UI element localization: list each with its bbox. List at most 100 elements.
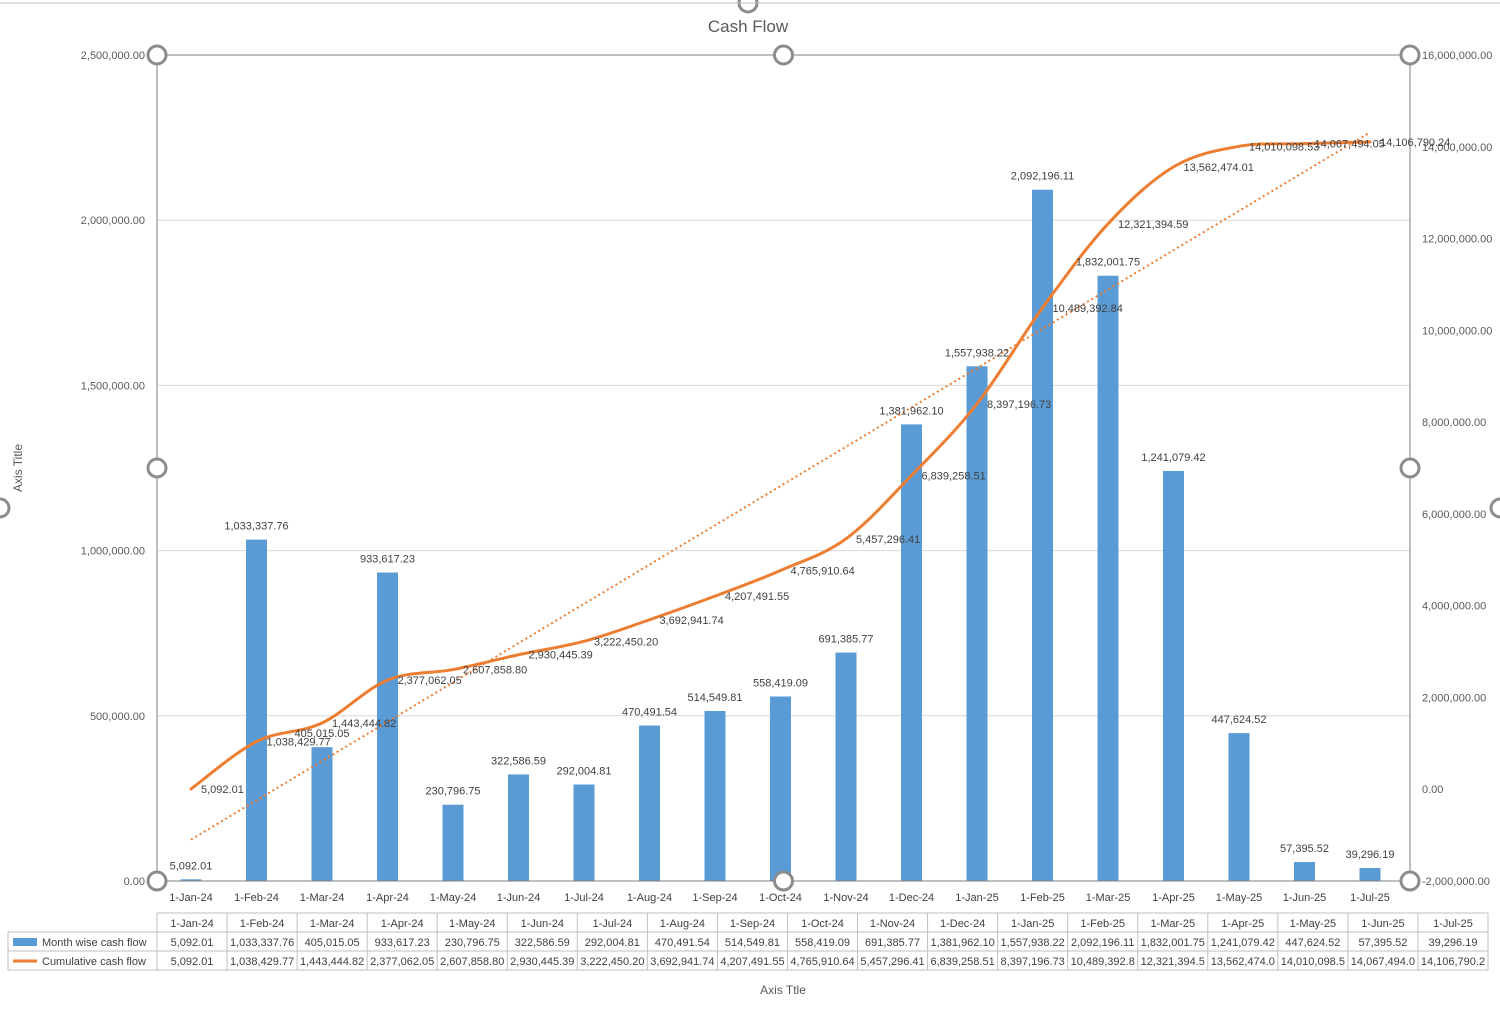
table-cell: 3,222,450.20 <box>580 956 644 968</box>
trendline <box>190 131 1371 841</box>
bar <box>1359 868 1381 881</box>
bar-data-label: 447,624.52 <box>1211 714 1266 726</box>
table-cell: 933,617.23 <box>375 937 430 949</box>
line-data-label: 8,397,196.73 <box>987 399 1051 411</box>
table-cell: 10,489,392.8 <box>1071 956 1135 968</box>
resize-handle[interactable] <box>1399 457 1421 479</box>
table-header-cell: 1-Nov-24 <box>870 918 915 930</box>
x-tick-label: 1-Apr-25 <box>1152 892 1195 904</box>
x-tick-label: 1-Sep-24 <box>692 892 737 904</box>
table-cell: 5,457,296.41 <box>860 956 924 968</box>
bar <box>1294 862 1315 881</box>
bar-data-label: 292,004.81 <box>556 766 611 778</box>
table-header-cell: 1-Oct-24 <box>801 918 844 930</box>
table-header-cell: 1-May-25 <box>1290 918 1336 930</box>
y2-tick-label: 0.00 <box>1422 784 1443 796</box>
resize-handle[interactable] <box>1399 44 1421 66</box>
line-data-label: 14,010,098.53 <box>1249 141 1319 153</box>
x-tick-label: 1-Feb-24 <box>234 892 279 904</box>
table-header-cell: 1-Jan-24 <box>170 918 213 930</box>
bar <box>770 696 791 881</box>
table-cell: 5,092.01 <box>171 937 214 949</box>
resize-handle[interactable] <box>1489 497 1500 519</box>
table-header-cell: 1-Jun-25 <box>1361 918 1404 930</box>
line-data-label: 6,839,258.51 <box>922 470 986 482</box>
table-cell: 5,092.01 <box>171 956 214 968</box>
table-cell: 4,765,910.64 <box>790 956 854 968</box>
bar-data-label: 322,586.59 <box>491 755 546 767</box>
bar <box>1163 470 1184 881</box>
resize-handle[interactable] <box>146 44 168 66</box>
x-tick-label: 1-Jul-24 <box>564 892 604 904</box>
legend-key-bar <box>13 938 37 946</box>
resize-handle[interactable] <box>0 497 11 519</box>
y-tick-label: 2,500,000.00 <box>81 50 145 62</box>
table-cell: 691,385.77 <box>865 937 920 949</box>
y2-tick-label: 16,000,000.00 <box>1422 50 1492 62</box>
bar <box>1228 733 1250 881</box>
y2-tick-label: 10,000,000.00 <box>1422 325 1492 337</box>
table-cell: 14,010,098.5 <box>1281 956 1345 968</box>
line-data-label: 2,930,445.39 <box>529 650 593 662</box>
table-header-cell: 1-Apr-25 <box>1221 918 1264 930</box>
bar-data-label: 470,491.54 <box>622 707 677 719</box>
bar <box>573 784 595 881</box>
y2-tick-label: -2,000,000.00 <box>1422 876 1490 888</box>
bar <box>377 572 398 881</box>
line-data-label: 3,222,450.20 <box>594 636 658 648</box>
table-cell: 514,549.81 <box>725 937 780 949</box>
legend-label-line: Cumulative cash flow <box>42 956 146 968</box>
table-cell: 2,930,445.39 <box>510 956 574 968</box>
x-tick-label: 1-May-24 <box>430 892 476 904</box>
table-cell: 1,033,337.76 <box>230 937 294 949</box>
y-tick-label: 1,500,000.00 <box>81 380 145 392</box>
x-tick-label: 1-Jan-24 <box>169 892 212 904</box>
resize-handle[interactable] <box>737 0 759 14</box>
x-tick-label: 1-Jul-25 <box>1350 892 1390 904</box>
table-cell: 1,443,444.82 <box>300 956 364 968</box>
bar-data-label: 691,385.77 <box>818 634 873 646</box>
table-header-cell: 1-Dec-24 <box>940 918 985 930</box>
table-cell: 12,321,394.5 <box>1141 956 1205 968</box>
table-cell: 14,106,790.2 <box>1421 956 1485 968</box>
table-cell: 6,839,258.51 <box>930 956 994 968</box>
y2-tick-label: 8,000,000.00 <box>1422 417 1486 429</box>
line-data-label: 10,489,392.84 <box>1053 303 1123 315</box>
y-tick-label: 500,000.00 <box>90 711 145 723</box>
y-tick-label: 0.00 <box>124 876 145 888</box>
line-data-label: 13,562,474.01 <box>1184 162 1254 174</box>
table-cell: 447,624.52 <box>1285 937 1340 949</box>
bar <box>508 774 529 881</box>
chart-title[interactable]: Cash Flow <box>708 17 789 36</box>
table-header-cell: 1-Jul-24 <box>592 918 632 930</box>
resize-handle[interactable] <box>146 457 168 479</box>
x-axis-title[interactable]: Axis Ttle <box>760 983 806 997</box>
table-cell: 1,038,429.77 <box>230 956 294 968</box>
table-cell: 13,562,474.0 <box>1211 956 1275 968</box>
table-cell: 405,015.05 <box>305 937 360 949</box>
bar-series <box>180 189 1381 881</box>
line-data-label: 2,607,858.80 <box>463 665 527 677</box>
table-cell: 292,004.81 <box>585 937 640 949</box>
x-tick-label: 1-Nov-24 <box>823 892 868 904</box>
line-data-label: 12,321,394.59 <box>1118 219 1188 231</box>
resize-handle[interactable] <box>773 44 794 66</box>
resize-handle[interactable] <box>773 870 794 892</box>
x-tick-label: 1-Dec-24 <box>889 892 934 904</box>
bar-data-label: 2,092,196.11 <box>1011 171 1074 183</box>
table-cell: 2,607,858.80 <box>440 956 504 968</box>
line-data-label: 1,443,444.82 <box>332 718 396 730</box>
selection-handles[interactable] <box>0 0 1500 892</box>
bar-data-label: 57,395.52 <box>1280 843 1329 855</box>
x-tick-label: 1-Mar-25 <box>1086 892 1131 904</box>
resize-handle[interactable] <box>1399 870 1421 892</box>
resize-handle[interactable] <box>146 870 168 892</box>
table-header-cell: 1-Jul-25 <box>1433 918 1473 930</box>
y-axis-title[interactable]: Axis Title <box>11 444 25 492</box>
table-header-cell: 1-Mar-24 <box>310 918 355 930</box>
bar-data-label: 230,796.75 <box>425 786 480 798</box>
table-cell: 2,377,062.05 <box>370 956 434 968</box>
bar <box>704 710 726 881</box>
table-header-cell: 1-Jun-24 <box>521 918 564 930</box>
